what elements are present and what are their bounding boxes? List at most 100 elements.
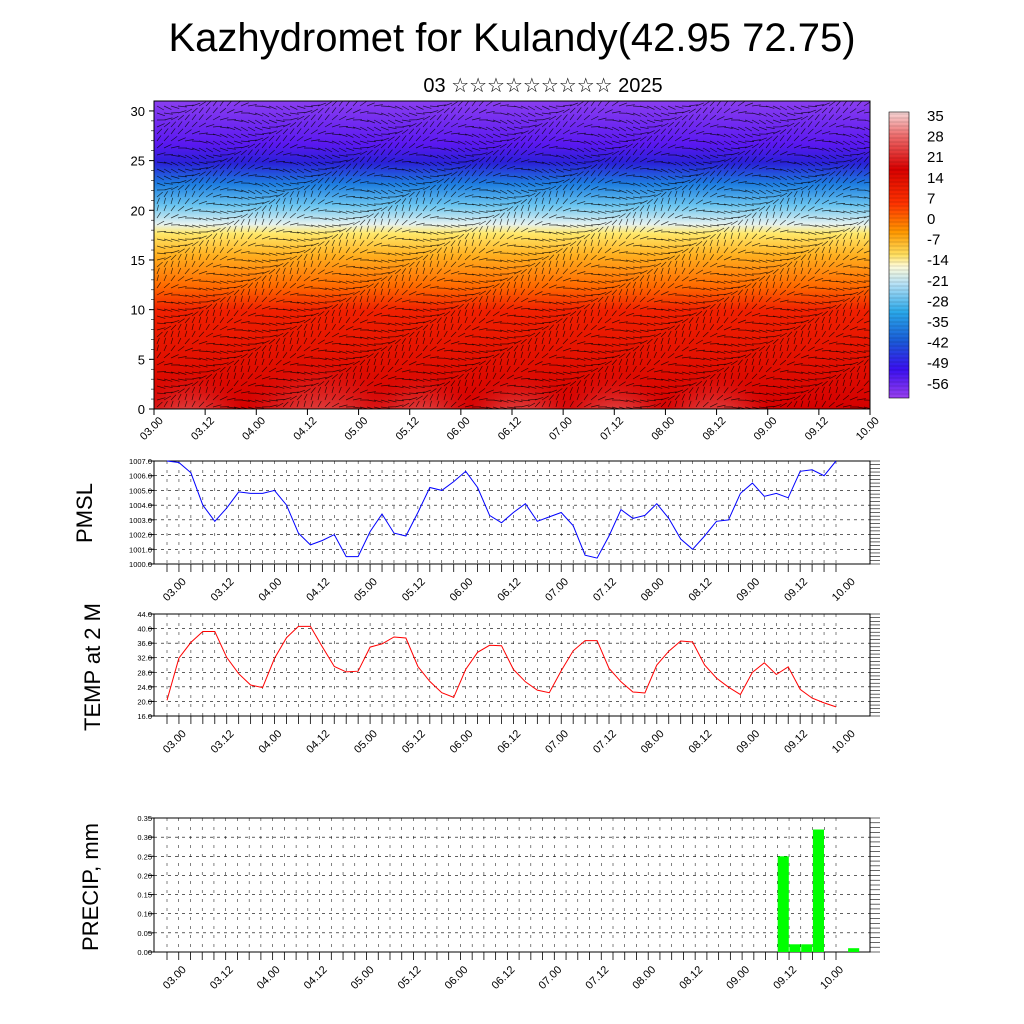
xtick-label: 03.12: [209, 576, 237, 604]
colorbar-label: 21: [927, 149, 944, 166]
xtick-label: 10.00: [818, 964, 846, 992]
heatmap-xtick-label: 07.12: [598, 415, 626, 443]
precip-frame: [153, 817, 871, 953]
xtick-label: 03.00: [161, 576, 189, 604]
ytick-label: 0.15: [137, 891, 152, 900]
xtick-label: 07.00: [536, 964, 564, 992]
xtick-label: 09.12: [771, 964, 799, 992]
pmsl-frame: [153, 460, 871, 565]
xtick-label: 06.12: [495, 576, 523, 604]
ytick-label: 0.00: [137, 948, 152, 957]
heatmap-ytick-label: 30: [131, 104, 145, 119]
colorbar-label: -56: [927, 376, 949, 393]
xtick-label: 07.00: [543, 728, 571, 756]
colorbar-label: 0: [927, 211, 935, 228]
xtick-label: 03.12: [209, 728, 237, 756]
xtick-label: 10.00: [830, 576, 858, 604]
colorbar-label: 7: [927, 190, 935, 207]
xtick-label: 10.00: [830, 728, 858, 756]
xtick-label: 08.00: [630, 964, 658, 992]
warm-surface-region: [250, 314, 390, 409]
heatmap-xtick-label: 03.12: [189, 415, 217, 443]
heatmap-ytick-label: 20: [131, 203, 145, 218]
chart-title: Kazhydromet for Kulandy(42.95 72.75): [168, 16, 856, 60]
ytick-label: 40.0: [137, 625, 152, 634]
precip-ylabel: PRECIP, mm: [78, 823, 103, 951]
xtick-label: 04.00: [255, 964, 283, 992]
colorbar-label: -14: [927, 252, 949, 269]
colorbar-label: -7: [927, 232, 940, 249]
temp-frame: [153, 613, 871, 717]
heatmap-xtick-label: 06.00: [445, 415, 473, 443]
heatmap-xtick-label: 08.00: [649, 415, 677, 443]
xtick-label: 09.12: [782, 728, 810, 756]
precip-bar: [812, 829, 824, 952]
colorbar-label: 35: [927, 108, 944, 125]
xtick-label: 06.12: [490, 964, 518, 992]
xtick-label: 05.00: [352, 576, 380, 604]
xtick-label: 09.12: [782, 576, 810, 604]
heatmap-ytick-label: 0: [138, 402, 145, 417]
xtick-label: 05.00: [349, 964, 377, 992]
xtick-label: 07.12: [583, 964, 611, 992]
ytick-label: 1001.0: [129, 545, 152, 554]
colorbar-label: -49: [927, 355, 949, 372]
ytick-label: 1006.0: [129, 472, 152, 481]
colorbar-label: 14: [927, 170, 944, 187]
ytick-label: 1004.0: [129, 501, 152, 510]
xtick-label: 09.00: [734, 576, 762, 604]
heatmap-xtick-label: 10.00: [854, 415, 882, 443]
heatmap-ytick-label: 25: [131, 154, 145, 169]
xtick-label: 03.00: [161, 728, 189, 756]
xtick-label: 07.12: [591, 728, 619, 756]
xtick-label: 09.00: [734, 728, 762, 756]
xtick-label: 06.12: [495, 728, 523, 756]
temperature-cross-section: 0 5 10 15 20 25 30 03.00 03.12 04.00 04.12 05.00 05…: [131, 100, 882, 443]
ytick-label: 0.30: [137, 833, 152, 842]
colorbar-label: -35: [927, 314, 949, 331]
pmsl-chart: 1000.0 1001.0 1002.0 1003.0 1004.0 1005.0 1006…: [72, 457, 880, 604]
heatmap-xtick-label: 04.12: [291, 415, 319, 443]
colorbar-label: -42: [927, 335, 949, 352]
wind-barbs: [156, 101, 870, 409]
xtick-label: 08.12: [677, 964, 705, 992]
heatmap-xtick-label: 08.12: [700, 415, 728, 443]
ytick-label: 0.05: [137, 929, 152, 938]
xtick-label: 03.12: [208, 964, 236, 992]
ytick-label: 0.25: [137, 852, 152, 861]
heatmap-ytick-label: 10: [131, 303, 145, 318]
xtick-label: 07.12: [591, 576, 619, 604]
xtick-label: 03.00: [161, 964, 189, 992]
colorbar-label: -28: [927, 293, 949, 310]
ytick-label: 1000.0: [129, 560, 152, 569]
colorbar-label: 28: [927, 129, 944, 146]
xtick-label: 07.00: [543, 576, 571, 604]
ytick-label: 36.0: [137, 639, 152, 648]
xtick-label: 08.12: [687, 728, 715, 756]
heatmap-xtick-label: 05.00: [342, 415, 370, 443]
xtick-label: 04.00: [256, 576, 284, 604]
xtick-label: 06.00: [443, 964, 471, 992]
heatmap-xtick-label: 05.12: [394, 415, 422, 443]
ytick-label: 20.0: [137, 697, 152, 706]
xtick-label: 05.12: [400, 576, 428, 604]
ytick-label: 1007.0: [129, 457, 152, 466]
ytick-label: 32.0: [137, 654, 152, 663]
colorbar-label: -21: [927, 273, 949, 290]
temp-ylabel: TEMP at 2 M: [80, 603, 105, 731]
colorbar-scale: [888, 111, 910, 399]
heatmap-xtick-label: 09.00: [752, 415, 780, 443]
heatmap-xtick-label: 04.00: [240, 415, 268, 443]
heatmap-ytick-label: 5: [138, 352, 145, 367]
ytick-label: 1002.0: [129, 531, 152, 540]
xtick-label: 05.00: [352, 728, 380, 756]
precip-bar: [801, 944, 813, 952]
heatmap-ytick-label: 15: [131, 253, 145, 268]
precip-bar: [777, 856, 789, 952]
xtick-label: 09.00: [724, 964, 752, 992]
xtick-label: 06.00: [448, 576, 476, 604]
xtick-label: 08.00: [639, 576, 667, 604]
pmsl-ylabel: PMSL: [72, 483, 97, 543]
ytick-label: 16.0: [137, 712, 152, 721]
